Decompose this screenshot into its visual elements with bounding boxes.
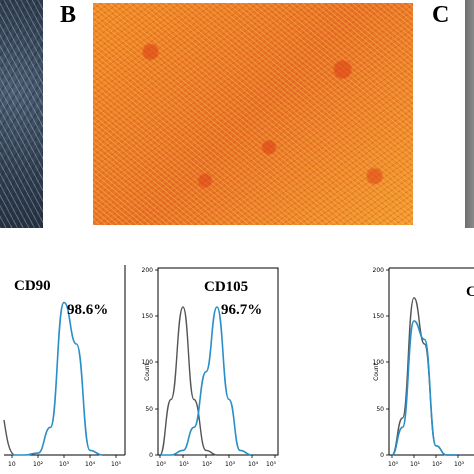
third-y-tick-label: 200 — [373, 267, 385, 274]
cd105-x-ticks: 10⁰ 10¹ 10² 10³ 10⁴ 10⁵ — [156, 455, 277, 468]
histogram-cd105: CD105 96.7% Count 0 50 100 150 200 10⁰ 1… — [142, 267, 279, 468]
cd90-sample-curve — [11, 301, 103, 456]
cd90-x-tick-label: 10³ — [59, 461, 70, 468]
third-x-tick-label: 10³ — [454, 461, 465, 468]
cd105-x-tick-label: 10³ — [225, 461, 236, 468]
cd105-sample-curve — [159, 306, 253, 456]
cd105-x-tick-label: 10² — [202, 461, 213, 468]
cd105-y-tick-label: 100 — [142, 359, 154, 366]
microscopy-panel-b-oil-red — [93, 3, 413, 225]
third-x-ticks: 10⁰ 10¹ 10² 10³ — [388, 455, 465, 468]
cd90-x-tick-label: 10⁵ — [111, 461, 122, 468]
cd105-y-tick-label: 50 — [145, 406, 153, 413]
third-control-curve — [391, 297, 458, 456]
third-y-ticks: 0 50 100 150 200 — [373, 267, 389, 459]
cd90-x-tick-label: 10⁴ — [85, 461, 96, 468]
cd90-x-tick-label: 10 — [8, 461, 16, 468]
third-sample-curve — [391, 320, 458, 456]
cd105-y-ticks: 0 50 100 150 200 — [142, 267, 158, 459]
cd105-x-tick-label: 10⁰ — [156, 461, 167, 468]
cd90-x-ticks: 10 10² 10³ 10⁴ 10⁵ — [8, 455, 122, 468]
microscopy-panel-c — [465, 0, 474, 228]
cd105-x-tick-label: 10¹ — [179, 461, 190, 468]
cd105-y-tick-label: 150 — [142, 313, 154, 320]
panel-label-c: C — [432, 2, 450, 28]
cd105-percent-label: 96.7% — [221, 302, 262, 318]
third-y-tick-label: 50 — [376, 406, 384, 413]
cd90-marker-label: CD90 — [14, 278, 51, 294]
cd105-y-tick-label: 200 — [142, 267, 154, 274]
cd105-control-curve — [159, 306, 252, 456]
third-y-tick-label: 0 — [380, 452, 384, 459]
cd105-y-tick-label: 0 — [149, 452, 153, 459]
third-marker-label: C — [466, 284, 474, 300]
cd90-percent-label: 98.6% — [67, 302, 108, 318]
panel-label-b: B — [60, 2, 77, 28]
third-y-tick-label: 150 — [373, 313, 385, 320]
third-x-tick-label: 10¹ — [410, 461, 421, 468]
third-y-tick-label: 100 — [373, 359, 385, 366]
third-x-tick-label: 10⁰ — [388, 461, 399, 468]
cd90-control-curve — [3, 419, 15, 456]
third-x-tick-label: 10² — [432, 461, 443, 468]
third-y-axis-title: Count — [373, 362, 380, 380]
histogram-third: C Count 0 50 100 150 200 10⁰ 10¹ 10² 10³ — [373, 267, 474, 468]
cd105-x-tick-label: 10⁵ — [266, 461, 277, 468]
microscopy-panel-a — [0, 0, 43, 228]
cd105-y-axis-title: Count — [144, 362, 151, 380]
cd105-x-tick-label: 10⁴ — [248, 461, 259, 468]
cd105-marker-label: CD105 — [204, 279, 248, 295]
cd90-x-tick-label: 10² — [33, 461, 44, 468]
histogram-cd90: CD90 98.6% 10 10² 10³ 10⁴ 10⁵ — [3, 265, 126, 468]
